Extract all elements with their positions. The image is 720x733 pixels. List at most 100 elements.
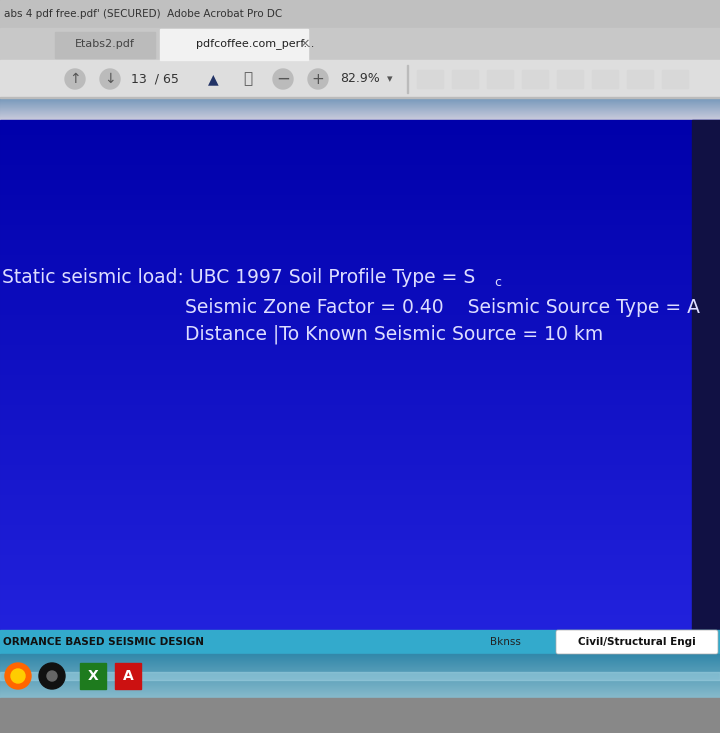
Bar bbox=[0, 133, 720, 134]
Bar bbox=[0, 557, 720, 558]
Bar bbox=[0, 324, 720, 325]
Bar bbox=[0, 499, 720, 500]
Bar bbox=[0, 452, 720, 453]
Bar bbox=[0, 206, 720, 207]
Bar bbox=[0, 110, 720, 111]
Bar bbox=[0, 471, 720, 472]
Bar bbox=[0, 432, 720, 433]
Text: X: X bbox=[88, 669, 99, 683]
Bar bbox=[0, 474, 720, 475]
Bar bbox=[0, 119, 720, 120]
Bar bbox=[0, 449, 720, 450]
Bar bbox=[0, 399, 720, 400]
Bar bbox=[0, 312, 720, 313]
Bar bbox=[0, 220, 720, 221]
Text: ▾: ▾ bbox=[387, 74, 393, 84]
Bar bbox=[0, 571, 720, 572]
Text: c: c bbox=[494, 276, 501, 289]
Bar bbox=[0, 285, 720, 286]
Bar bbox=[0, 627, 720, 628]
Bar bbox=[0, 374, 720, 375]
Bar bbox=[0, 601, 720, 602]
Bar bbox=[0, 509, 720, 510]
Bar bbox=[0, 540, 720, 541]
Bar bbox=[592, 70, 618, 88]
Bar bbox=[0, 331, 720, 332]
Bar bbox=[0, 623, 720, 624]
Bar bbox=[0, 326, 720, 327]
Bar bbox=[0, 536, 720, 537]
Bar bbox=[0, 235, 720, 236]
Bar bbox=[0, 615, 720, 616]
Bar bbox=[0, 409, 720, 410]
Bar bbox=[0, 188, 720, 189]
Bar bbox=[0, 675, 720, 676]
Bar bbox=[0, 397, 720, 398]
Bar bbox=[0, 416, 720, 417]
Bar bbox=[0, 248, 720, 249]
Text: ×: × bbox=[300, 37, 310, 51]
Bar bbox=[0, 670, 720, 671]
Bar bbox=[0, 149, 720, 150]
Bar bbox=[0, 680, 720, 681]
Bar bbox=[0, 284, 720, 285]
Bar bbox=[662, 70, 688, 88]
Bar bbox=[0, 393, 720, 394]
Bar bbox=[0, 665, 720, 666]
Bar bbox=[0, 603, 720, 604]
Bar bbox=[0, 153, 720, 154]
Bar bbox=[0, 195, 720, 196]
Bar bbox=[0, 384, 720, 385]
Bar bbox=[0, 487, 720, 488]
Bar bbox=[0, 477, 720, 478]
Bar bbox=[0, 569, 720, 570]
Bar bbox=[0, 519, 720, 520]
Bar bbox=[0, 404, 720, 405]
Bar bbox=[0, 605, 720, 606]
Bar bbox=[0, 586, 720, 587]
Bar bbox=[0, 459, 720, 460]
Bar bbox=[0, 177, 720, 178]
Bar bbox=[0, 621, 720, 622]
Bar bbox=[0, 223, 720, 224]
Bar bbox=[0, 327, 720, 328]
Bar bbox=[0, 162, 720, 163]
Bar bbox=[0, 146, 720, 147]
Bar bbox=[0, 387, 720, 388]
Bar bbox=[0, 485, 720, 486]
Bar bbox=[0, 475, 720, 476]
Bar bbox=[0, 386, 720, 387]
Bar bbox=[0, 547, 720, 548]
Bar bbox=[0, 199, 720, 200]
Bar bbox=[0, 450, 720, 451]
Bar bbox=[0, 429, 720, 430]
Bar bbox=[0, 303, 720, 304]
Bar bbox=[0, 352, 720, 353]
Bar bbox=[0, 362, 720, 363]
Bar bbox=[0, 677, 720, 678]
Bar bbox=[0, 163, 720, 164]
Bar bbox=[0, 544, 720, 545]
Bar bbox=[0, 546, 720, 547]
Bar bbox=[0, 336, 720, 337]
Bar bbox=[0, 28, 720, 60]
Bar bbox=[0, 684, 720, 685]
Bar bbox=[0, 661, 720, 662]
Bar bbox=[487, 70, 513, 88]
Bar bbox=[0, 60, 720, 98]
Bar bbox=[0, 678, 720, 679]
Bar bbox=[0, 695, 720, 696]
Bar bbox=[0, 144, 720, 145]
Bar bbox=[0, 593, 720, 594]
Bar bbox=[662, 70, 688, 88]
Bar bbox=[0, 232, 720, 233]
Bar bbox=[0, 434, 720, 435]
Bar bbox=[627, 70, 653, 88]
Bar bbox=[0, 288, 720, 289]
Bar bbox=[0, 297, 720, 298]
Bar bbox=[0, 258, 720, 259]
Bar bbox=[0, 358, 720, 359]
Bar bbox=[0, 655, 720, 656]
Bar bbox=[0, 320, 720, 321]
Bar bbox=[0, 379, 720, 380]
